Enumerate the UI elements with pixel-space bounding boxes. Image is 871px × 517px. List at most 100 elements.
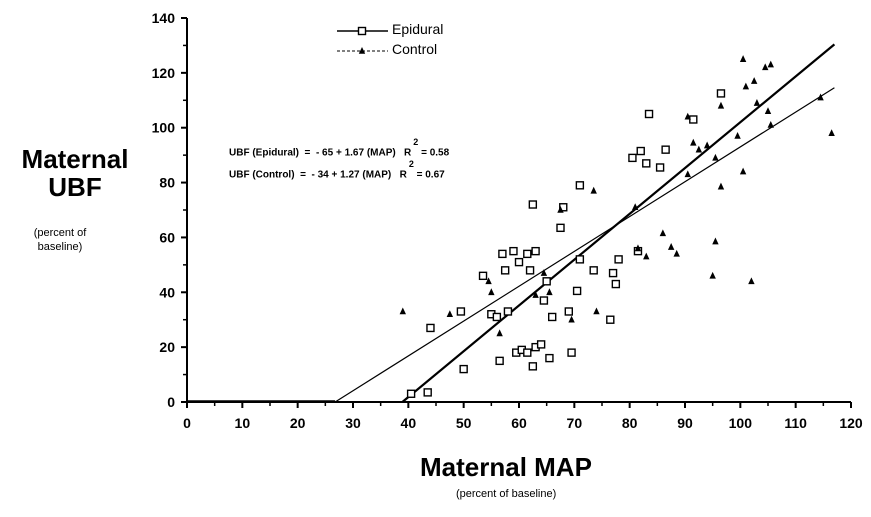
point-epidural (564, 307, 573, 316)
point-epidural (456, 307, 466, 316)
point-epidural (528, 362, 538, 371)
y-tick-label: 120 (152, 65, 176, 81)
point-epidural (545, 353, 554, 363)
point-epidural (644, 109, 654, 119)
point-epidural (611, 279, 621, 289)
point-control (767, 120, 774, 128)
point-epidural (500, 266, 510, 275)
point-epidural (423, 388, 432, 397)
point-epidural (606, 315, 615, 324)
legend-marker-control (358, 47, 366, 54)
point-control (593, 307, 600, 315)
point-epidural (539, 296, 549, 305)
y-tick-label: 140 (152, 10, 176, 26)
point-control (712, 237, 719, 245)
point-control (734, 131, 741, 139)
y-axis-title-line1: Maternal (21, 144, 129, 174)
point-epidural (498, 249, 507, 259)
point-epidural (642, 159, 651, 168)
point-control (568, 315, 575, 323)
x-tick-label: 10 (235, 415, 251, 431)
point-epidural (509, 246, 518, 256)
point-control (399, 307, 406, 315)
legend-label-control: Control (392, 41, 438, 57)
point-control (817, 93, 824, 101)
y-tick-label: 100 (152, 120, 176, 136)
point-control (712, 153, 719, 161)
point-control (446, 310, 454, 318)
y-tick-label: 60 (159, 229, 175, 245)
point-control (684, 170, 691, 178)
fit-equation-control: UBF (Control) = - 34 + 1.27 (MAP) R2 = 0… (229, 159, 445, 181)
point-epidural (589, 266, 598, 275)
point-control (632, 203, 639, 211)
point-control (485, 277, 492, 285)
point-epidural (567, 348, 576, 357)
point-epidural (406, 389, 416, 398)
x-tick-label: 90 (677, 415, 693, 431)
point-control (767, 60, 774, 68)
point-epidural (608, 268, 618, 278)
fit-line-control (334, 87, 835, 403)
point-epidural (514, 257, 524, 267)
x-tick-label: 30 (345, 415, 361, 431)
y-axis-unit-line2: baseline) (37, 241, 83, 253)
point-epidural (614, 255, 623, 264)
y-tick-label: 20 (159, 339, 175, 355)
point-epidural (575, 255, 585, 264)
x-tick-label: 0 (183, 415, 191, 431)
r2-sup-control: 2 (408, 159, 414, 169)
point-epidural (523, 348, 532, 357)
point-epidural (542, 277, 551, 286)
x-tick-label: 40 (401, 415, 417, 431)
y-tick-label: 40 (159, 284, 175, 300)
x-tick-label: 110 (784, 415, 807, 431)
r2-value-epidural: = 0.58 (421, 147, 450, 159)
point-epidural (503, 307, 513, 316)
point-epidural (531, 246, 540, 256)
point-control (762, 63, 769, 71)
point-control (748, 277, 755, 285)
point-epidural (572, 286, 582, 296)
point-epidural (556, 223, 565, 233)
point-control (532, 291, 539, 298)
point-control (488, 288, 495, 296)
point-control (717, 101, 725, 109)
point-control (709, 271, 716, 279)
x-axis-title: Maternal MAP (420, 452, 592, 482)
point-epidural (459, 364, 468, 374)
legend (337, 26, 388, 54)
point-epidural (628, 153, 637, 163)
y-tick-label: 0 (167, 394, 175, 410)
point-control (695, 145, 703, 153)
point-control (673, 249, 680, 257)
point-control (828, 129, 835, 136)
point-epidural (523, 249, 532, 259)
point-epidural (536, 340, 546, 349)
x-tick-label: 20 (290, 415, 306, 431)
point-epidural (559, 203, 568, 212)
r2-label-epidural: R (404, 147, 412, 159)
point-epidural (716, 89, 726, 98)
point-control (590, 186, 597, 194)
y-axis-unit-line1: (percent of (33, 227, 87, 239)
point-control (739, 167, 747, 175)
point-control (540, 269, 548, 276)
regression-lines (187, 43, 836, 403)
x-tick-label: 120 (839, 415, 863, 431)
data-points (399, 55, 835, 398)
point-control (742, 82, 750, 90)
point-epidural (478, 271, 488, 281)
x-tick-label: 70 (567, 415, 583, 431)
axes: 0 10 20 30 40 50 60 70 80 90 100 110 120 0 20 40 60 80 100… (152, 10, 863, 431)
point-control (753, 99, 761, 106)
point-control (684, 112, 691, 120)
r2-label-control: R (399, 169, 407, 181)
point-epidural (636, 146, 645, 156)
point-control (703, 141, 711, 149)
point-control (750, 77, 758, 84)
legend-label-epidural: Epidural (392, 21, 444, 37)
point-control (557, 206, 564, 213)
point-control (643, 252, 650, 260)
